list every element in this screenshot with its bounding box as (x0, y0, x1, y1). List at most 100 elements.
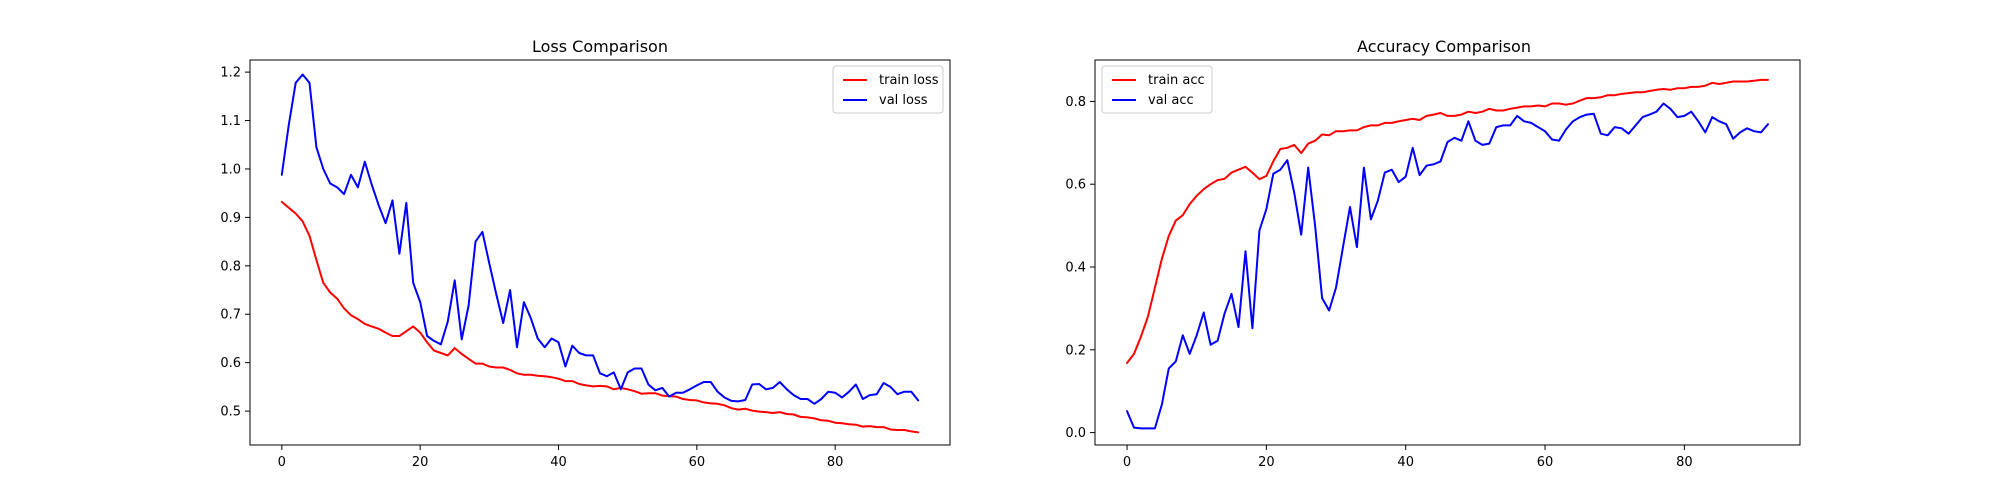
data-point (1669, 108, 1671, 110)
data-point (1551, 139, 1553, 141)
data-point (371, 325, 373, 327)
data-point (1579, 116, 1581, 118)
data-point (813, 403, 815, 405)
data-point (841, 397, 843, 399)
data-point (758, 411, 760, 413)
data-point (1293, 192, 1295, 194)
data-point (744, 399, 746, 401)
data-point (627, 371, 629, 373)
data-point (890, 386, 892, 388)
data-point (1307, 167, 1309, 169)
data-point (862, 426, 864, 428)
data-point (641, 368, 643, 370)
data-point (288, 124, 290, 126)
data-point (364, 161, 366, 163)
data-point (322, 168, 324, 170)
data-point (703, 381, 705, 383)
data-point (647, 384, 649, 386)
data-point (827, 420, 829, 422)
data-point (544, 346, 546, 348)
data-point (1683, 87, 1685, 89)
data-point (475, 363, 477, 365)
data-point (488, 366, 490, 368)
series-line-val-loss (280, 73, 920, 405)
data-point (1481, 144, 1483, 146)
data-point (412, 325, 414, 327)
data-point (1614, 126, 1616, 128)
y-tick-label: 0.6 (1065, 178, 1086, 193)
data-point (1272, 160, 1274, 162)
data-point (530, 374, 532, 376)
data-point (772, 412, 774, 414)
data-point (329, 183, 331, 185)
data-point (1349, 206, 1351, 208)
data-point (848, 391, 850, 393)
data-point (426, 341, 428, 343)
data-point (1656, 111, 1658, 113)
data-point (689, 388, 691, 390)
data-point (1690, 86, 1692, 88)
data-point (786, 388, 788, 390)
data-point (744, 408, 746, 410)
data-point (1746, 127, 1748, 129)
data-point (717, 391, 719, 393)
data-point (1328, 134, 1330, 136)
data-point (1460, 114, 1462, 116)
data-point (717, 403, 719, 405)
series-line-val-acc (1126, 102, 1769, 430)
data-point (1544, 130, 1546, 132)
data-point (371, 184, 373, 186)
data-point (1746, 81, 1748, 83)
data-point (1502, 124, 1504, 126)
x-tick-label: 60 (1537, 455, 1554, 470)
data-point (599, 385, 601, 387)
data-point (1286, 147, 1288, 149)
data-point (551, 338, 553, 340)
data-point (585, 384, 587, 386)
data-point (737, 409, 739, 411)
data-point (1161, 403, 1163, 405)
data-point (1711, 116, 1713, 118)
data-point (737, 400, 739, 402)
data-point (1426, 115, 1428, 117)
data-point (461, 338, 463, 340)
data-point (1440, 160, 1442, 162)
data-point (1440, 112, 1442, 114)
data-point (315, 146, 317, 148)
data-point (1321, 134, 1323, 136)
data-point (1419, 119, 1421, 121)
data-point (1495, 110, 1497, 112)
data-point (1224, 178, 1226, 180)
plot-area (249, 59, 951, 446)
data-point (343, 307, 345, 309)
data-point (862, 398, 864, 400)
data-point (1370, 124, 1372, 126)
data-point (398, 253, 400, 255)
data-point (1669, 89, 1671, 91)
data-point (1426, 165, 1428, 167)
legend: train acc val acc (1101, 65, 1213, 114)
data-point (1238, 326, 1240, 328)
data-point (696, 384, 698, 386)
y-tick-label: 1.0 (220, 162, 241, 177)
data-point (1307, 143, 1309, 145)
data-point (1140, 336, 1142, 338)
data-point (1384, 172, 1386, 174)
data-point (1572, 120, 1574, 122)
data-point (440, 343, 442, 345)
data-point (516, 346, 518, 348)
data-point (592, 354, 594, 356)
data-point (578, 383, 580, 385)
data-point (765, 388, 767, 390)
data-point (1683, 115, 1685, 117)
data-point (461, 353, 463, 355)
data-point (613, 388, 615, 390)
data-point (495, 367, 497, 369)
data-point (1732, 81, 1734, 83)
legend: train loss val loss (832, 65, 944, 114)
data-point (309, 82, 311, 84)
series-lines (280, 73, 920, 434)
data-point (1377, 124, 1379, 126)
data-point (585, 354, 587, 356)
data-point (1126, 410, 1128, 412)
